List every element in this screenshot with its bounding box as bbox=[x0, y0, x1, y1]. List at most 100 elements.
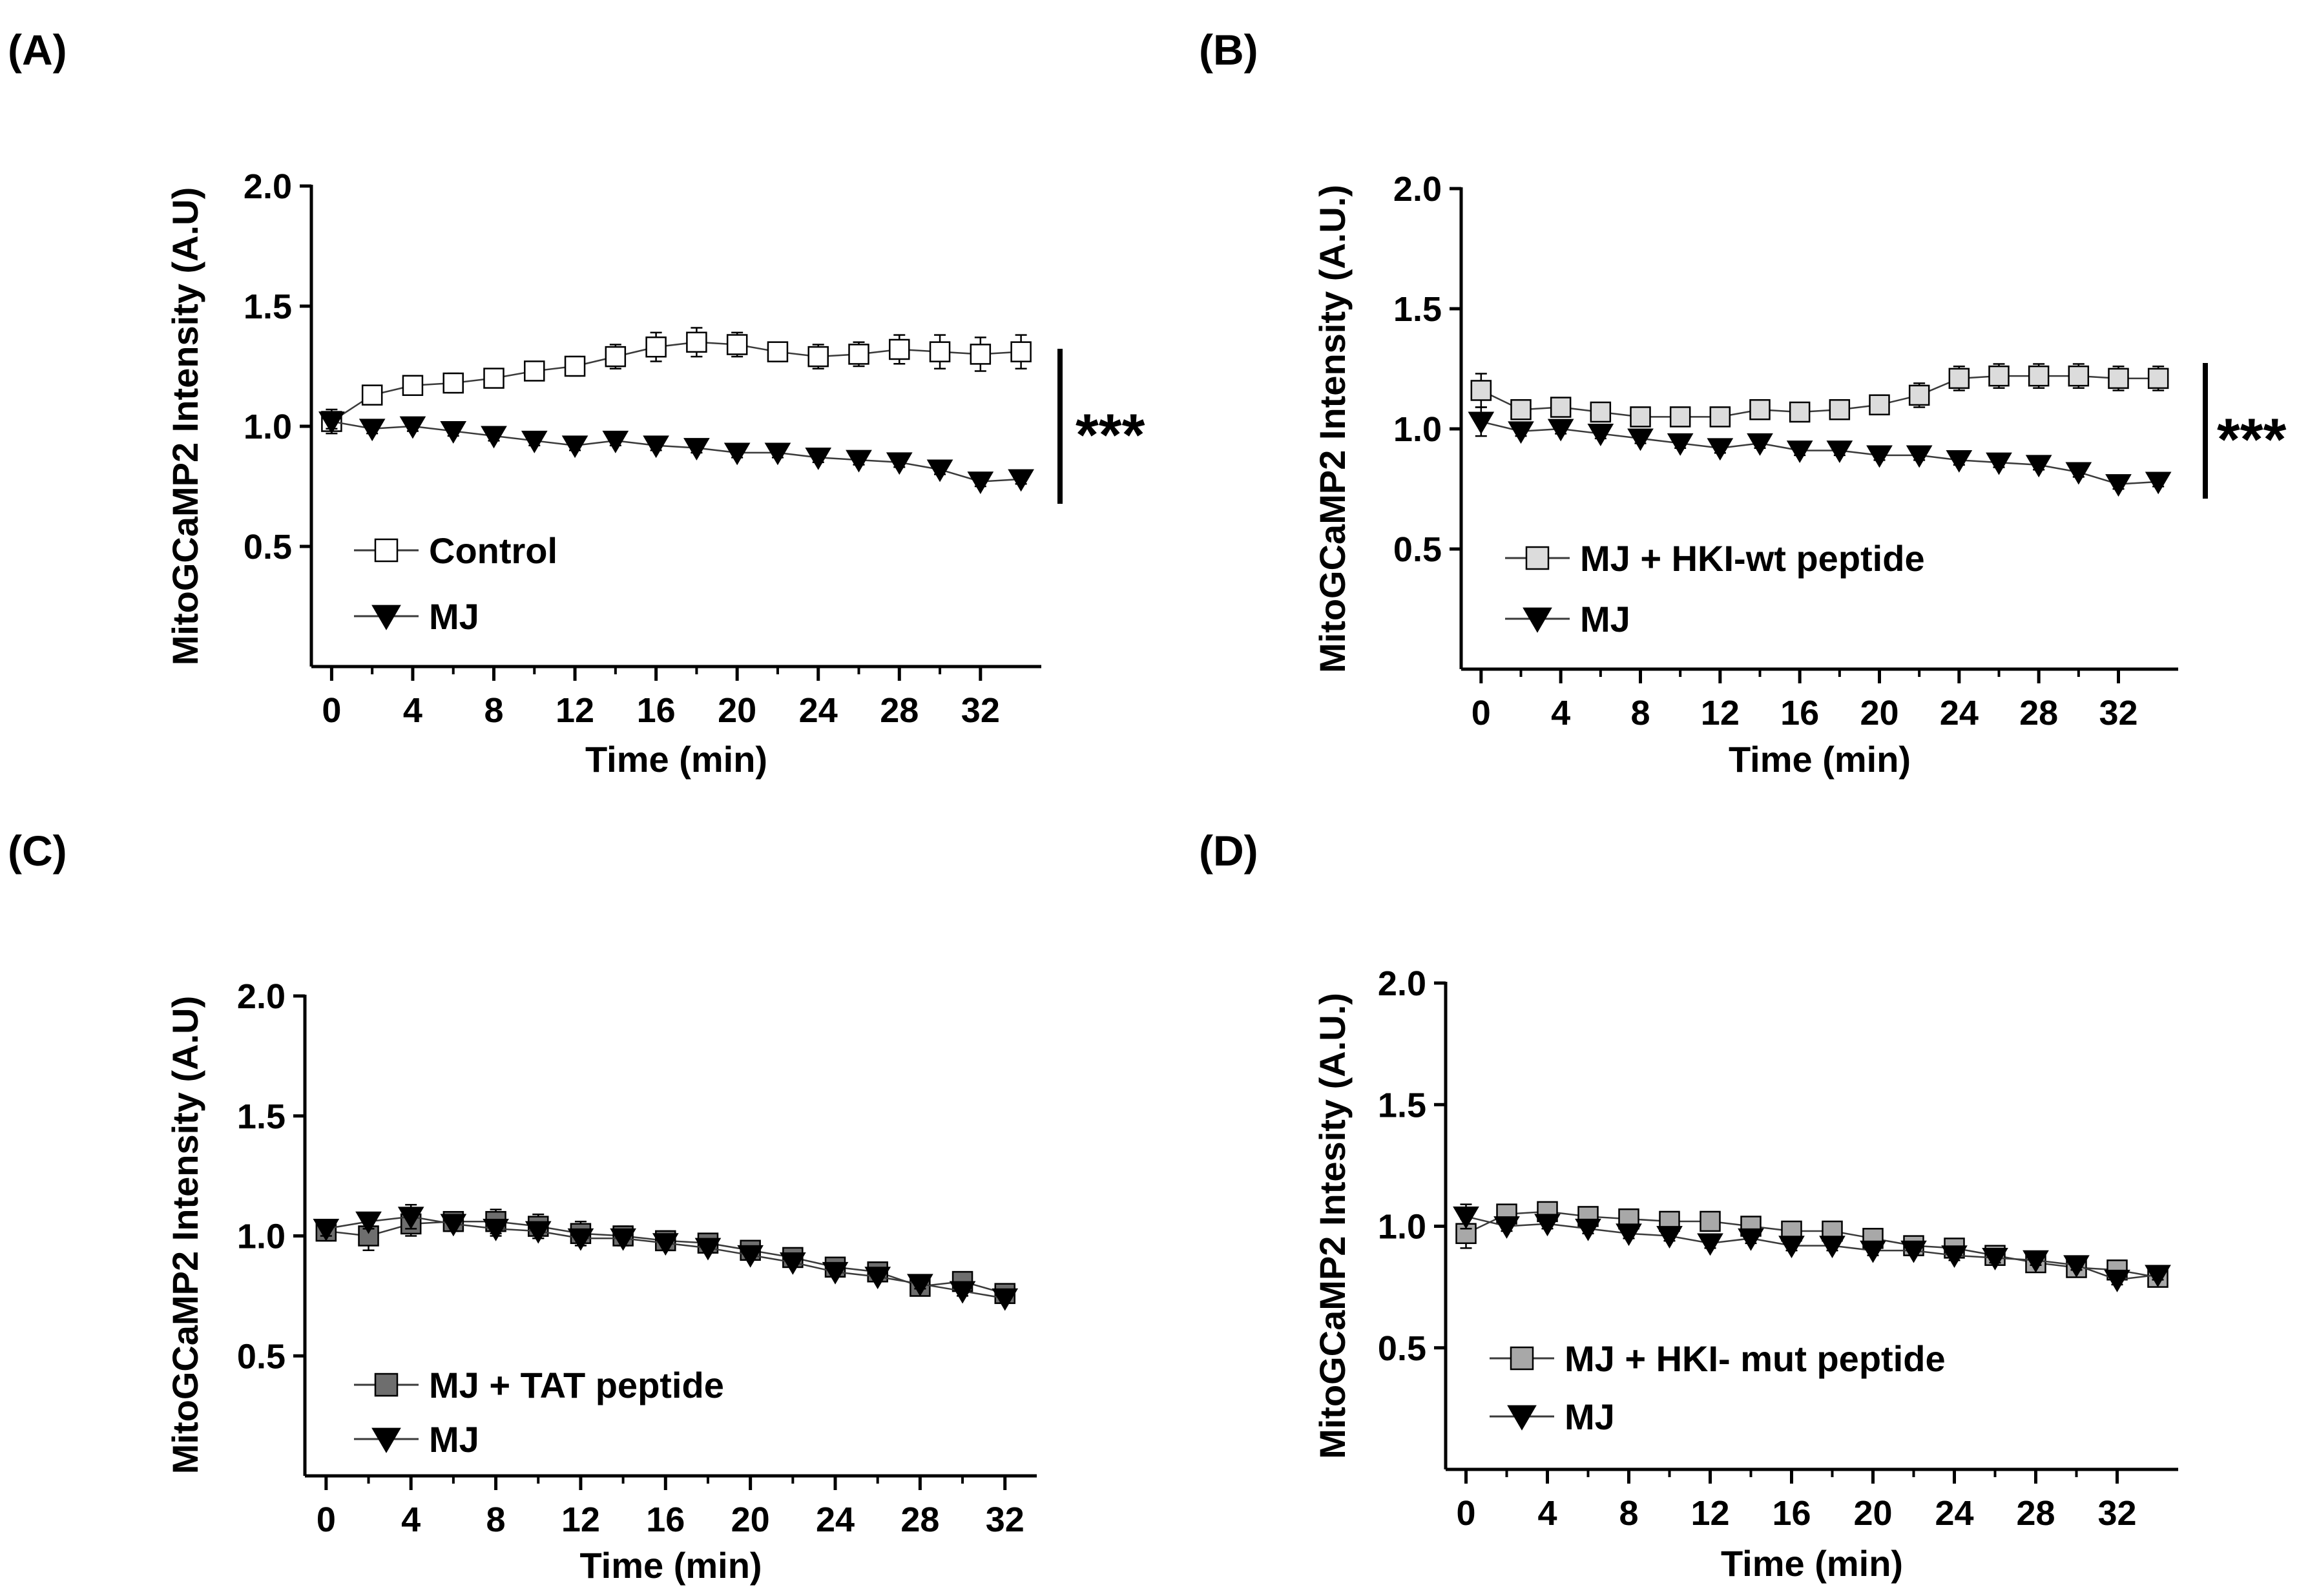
panel-b: (B) 0.5 1.0 1.5 2.0 0 4 8 12 16 20 24 28 32 Time (min)… bbox=[1199, 26, 2287, 780]
series-mj bbox=[313, 1203, 1019, 1311]
y-axis-title: MitoGCaMP2 Intensity (A.U.) bbox=[1312, 185, 1353, 673]
x-tick-label: 32 bbox=[986, 1500, 1024, 1539]
data-point bbox=[2023, 1250, 2049, 1273]
data-point bbox=[2105, 474, 2132, 497]
data-point bbox=[1982, 1248, 2008, 1270]
y-tick-label: 2.0 bbox=[1393, 170, 1442, 209]
panel-label: (B) bbox=[1199, 26, 1258, 74]
data-point bbox=[1468, 411, 1495, 435]
x-tick-label: 32 bbox=[961, 691, 1000, 730]
series-mj bbox=[1453, 1203, 2171, 1292]
x-tick-label: 20 bbox=[718, 691, 756, 730]
data-point bbox=[2145, 1265, 2171, 1288]
y-tick-label: 1.0 bbox=[244, 408, 292, 446]
data-point bbox=[318, 411, 345, 434]
data-point bbox=[1470, 380, 1492, 401]
panel-label: (A) bbox=[8, 26, 67, 74]
x-tick-label: 20 bbox=[1853, 1494, 1892, 1533]
legend-marker bbox=[1510, 1346, 1534, 1371]
x-tick-label: 16 bbox=[637, 691, 676, 730]
x-tick-label: 24 bbox=[799, 691, 838, 730]
x-axis-title: Time (min) bbox=[585, 739, 767, 780]
significance-stars: *** bbox=[1076, 402, 1145, 468]
series-mj bbox=[1468, 406, 2172, 497]
data-point bbox=[889, 338, 910, 360]
legend-marker bbox=[371, 1427, 401, 1453]
data-point bbox=[652, 1233, 679, 1256]
data-point bbox=[822, 1261, 849, 1285]
y-axis-title: MitoGCaMP2 Intensity (A.U) bbox=[165, 187, 205, 665]
data-point bbox=[521, 430, 548, 453]
data-point bbox=[1575, 1218, 1601, 1241]
data-point bbox=[886, 452, 913, 475]
data-point bbox=[683, 438, 710, 461]
data-point bbox=[564, 355, 586, 377]
data-point bbox=[355, 1211, 382, 1234]
data-point bbox=[1860, 1240, 1886, 1263]
data-point bbox=[807, 346, 829, 368]
data-point bbox=[1747, 433, 1773, 456]
y-tick-label: 1.0 bbox=[1378, 1208, 1426, 1247]
data-point bbox=[767, 341, 789, 362]
data-point bbox=[442, 372, 464, 394]
x-tick-label: 32 bbox=[2099, 694, 2137, 732]
data-point bbox=[1627, 428, 1654, 451]
y-tick-label: 0.5 bbox=[237, 1337, 286, 1376]
x-tick-label: 0 bbox=[322, 691, 341, 730]
data-point bbox=[723, 442, 751, 466]
data-point bbox=[848, 344, 869, 365]
data-point bbox=[483, 368, 504, 389]
series-mj bbox=[318, 411, 1034, 494]
data-point bbox=[779, 1252, 806, 1275]
data-point bbox=[602, 430, 629, 453]
legend-label: MJ + HKI-wt peptide bbox=[1580, 538, 1925, 579]
data-point bbox=[2108, 368, 2129, 389]
data-point bbox=[949, 1281, 976, 1304]
data-point bbox=[1697, 1233, 1723, 1256]
data-point bbox=[440, 1214, 467, 1237]
data-point bbox=[1669, 406, 1691, 428]
legend-label: MJ bbox=[429, 596, 479, 637]
legend-label: Control bbox=[429, 530, 557, 571]
data-point bbox=[2145, 472, 2172, 495]
legend: MJ + TAT peptide MJ bbox=[354, 1365, 724, 1460]
data-point bbox=[1900, 1240, 1927, 1263]
data-point bbox=[764, 442, 791, 466]
legend-marker bbox=[1507, 1405, 1537, 1431]
data-point bbox=[1656, 1226, 1683, 1249]
legend: MJ + HKI-wt peptide MJ bbox=[1505, 538, 1925, 639]
legend-label: MJ bbox=[429, 1419, 479, 1460]
x-tick-label: 16 bbox=[1772, 1494, 1811, 1533]
y-axis-title: MitoGCaMP2 Intesity (A.U.) bbox=[1312, 993, 1353, 1459]
data-point bbox=[1866, 445, 1893, 468]
data-point bbox=[1906, 445, 1933, 468]
data-point bbox=[1008, 469, 1034, 492]
data-point bbox=[359, 419, 386, 442]
legend-marker bbox=[371, 605, 401, 630]
y-tick-label: 1.5 bbox=[237, 1097, 286, 1136]
data-point bbox=[1707, 438, 1734, 461]
data-point bbox=[1630, 406, 1651, 428]
data-point bbox=[1908, 384, 1930, 406]
data-point bbox=[1829, 399, 1851, 420]
y-tick-label: 1.5 bbox=[1378, 1086, 1426, 1124]
data-point bbox=[726, 334, 748, 355]
data-point bbox=[1986, 452, 2012, 475]
y-tick-label: 2.0 bbox=[244, 167, 292, 206]
data-point bbox=[1778, 1236, 1805, 1259]
data-point bbox=[399, 416, 426, 439]
data-point bbox=[992, 1288, 1019, 1311]
x-tick-label: 4 bbox=[1537, 1494, 1557, 1533]
data-point bbox=[1547, 419, 1574, 442]
x-tick-label: 20 bbox=[731, 1500, 770, 1539]
data-point bbox=[737, 1245, 764, 1268]
data-point bbox=[1550, 397, 1572, 418]
x-tick-label: 12 bbox=[1701, 694, 1740, 732]
data-point bbox=[1941, 1245, 1968, 1269]
data-point bbox=[1948, 368, 1970, 389]
panel-d: (D) 0.5 1.0 1.5 2.0 0 4 8 12 16 20 24 28 32 Time (min)… bbox=[1199, 827, 2178, 1584]
data-point bbox=[610, 1228, 636, 1251]
data-point bbox=[1510, 399, 1532, 420]
data-point bbox=[970, 344, 992, 365]
